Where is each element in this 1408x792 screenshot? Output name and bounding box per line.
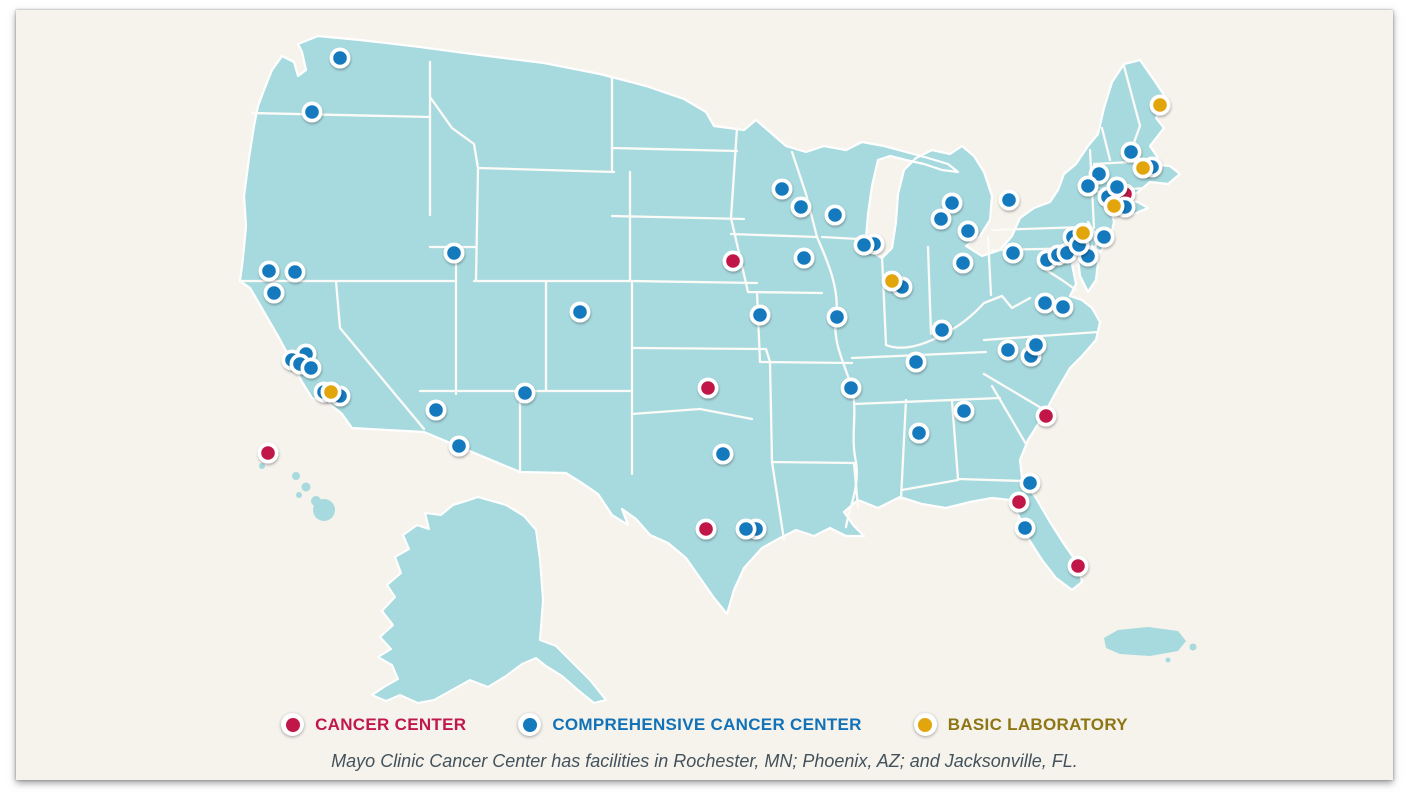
map-marker-b [840, 377, 862, 399]
us-map [238, 34, 1197, 704]
map-marker-b [931, 319, 953, 341]
map-marker-r [1008, 491, 1030, 513]
map-marker-b [749, 304, 771, 326]
map-marker-b [569, 301, 591, 323]
map-marker-b [997, 339, 1019, 361]
legend: CANCER CENTER COMPREHENSIVE CANCER CENTE… [16, 713, 1393, 736]
map-marker-r [1035, 405, 1057, 427]
legend-item-comprehensive-cancer-center: COMPREHENSIVE CANCER CENTER [518, 713, 861, 736]
map-marker-b [952, 252, 974, 274]
map-marker-b [793, 247, 815, 269]
map-marker-b [1106, 176, 1128, 198]
map-marker-b [712, 443, 734, 465]
map-marker-b [1034, 292, 1056, 314]
map-marker-b [941, 192, 963, 214]
map-marker-b [1093, 226, 1115, 248]
map-marker-g [1103, 195, 1125, 217]
map-marker-b [284, 261, 306, 283]
map-marker-b [930, 208, 952, 230]
map-marker-b [301, 101, 323, 123]
map-marker-b [1002, 242, 1024, 264]
map-marker-b [1120, 141, 1142, 163]
map-marker-b [953, 400, 975, 422]
hawaii-islands [259, 463, 335, 521]
map-marker-g [320, 381, 342, 403]
map-marker-b [329, 47, 351, 69]
map-marker-r [722, 250, 744, 272]
map-card: CANCER CENTER COMPREHENSIVE CANCER CENTE… [16, 10, 1393, 780]
map-marker-b [1014, 517, 1036, 539]
map-marker-b [448, 435, 470, 457]
map-marker-b [300, 357, 322, 379]
cancer-center-dot-icon [281, 713, 305, 736]
cancer-center-label: CANCER CENTER [315, 714, 467, 734]
map-marker-b [824, 204, 846, 226]
map-marker-g [1072, 222, 1094, 244]
map-marker-r [695, 518, 717, 540]
map-marker-r [257, 442, 279, 464]
map-marker-b [957, 220, 979, 242]
basic-laboratory-dot-icon [913, 713, 937, 736]
map-marker-b [771, 178, 793, 200]
comprehensive-cancer-center-label: COMPREHENSIVE CANCER CENTER [552, 714, 862, 734]
map-marker-b [258, 260, 280, 282]
map-marker-r [697, 377, 719, 399]
map-marker-g [881, 270, 903, 292]
map-marker-b [826, 306, 848, 328]
alaska-landmass [371, 496, 607, 704]
map-marker-b [905, 351, 927, 373]
map-marker-b [790, 196, 812, 218]
map-marker-b [908, 422, 930, 444]
comprehensive-cancer-center-dot-icon [518, 713, 542, 736]
map-marker-b [1077, 175, 1099, 197]
map-marker-b [1052, 296, 1074, 318]
map-marker-r [1067, 555, 1089, 577]
map-marker-b [425, 399, 447, 421]
map-marker-b [514, 382, 536, 404]
map-marker-b [853, 234, 875, 256]
map-marker-g [1132, 157, 1154, 179]
map-caption: Mayo Clinic Cancer Center has facilities… [331, 751, 1078, 771]
map-marker-b [1019, 472, 1041, 494]
legend-item-basic-laboratory: BASIC LABORATORY [913, 713, 1128, 736]
map-marker-b [998, 189, 1020, 211]
map-marker-b [735, 518, 757, 540]
map-marker-b [443, 242, 465, 264]
legend-item-cancer-center: CANCER CENTER [281, 713, 466, 736]
contiguous-us-landmass [238, 34, 1182, 616]
map-marker-b [1025, 334, 1047, 356]
map-marker-g [1149, 94, 1171, 116]
marker-layer [257, 47, 1171, 577]
map-marker-b [263, 282, 285, 304]
puerto-rico-island [1104, 627, 1197, 663]
basic-laboratory-label: BASIC LABORATORY [947, 714, 1128, 734]
